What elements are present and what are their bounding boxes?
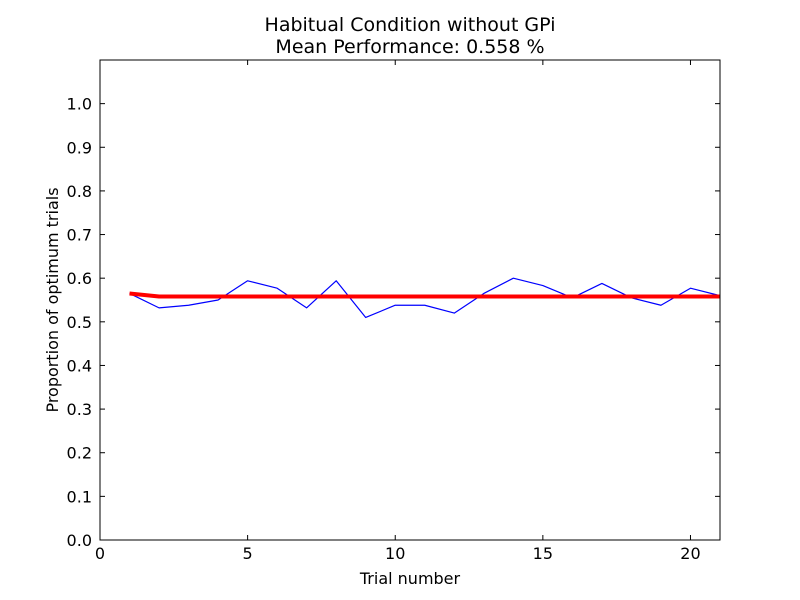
chart-subtitle: Mean Performance: 0.558 % (275, 36, 544, 58)
y-tick-label: 0.6 (67, 269, 92, 288)
x-axis-ticks: 0 5 10 15 20 (95, 60, 701, 563)
x-tick-label: 15 (533, 544, 553, 563)
y-tick-label: 0.8 (67, 182, 92, 201)
mean-performance-line (129, 291, 720, 299)
y-tick-label: 0.2 (67, 444, 92, 463)
x-tick-label: 10 (385, 544, 405, 563)
chart-title: Habitual Condition without GPi (265, 14, 556, 36)
x-tick-label: 0 (95, 544, 105, 563)
y-tick-label: 0.5 (67, 313, 92, 332)
y-tick-label: 0.1 (67, 487, 92, 506)
y-axis-label: Proportion of optimum trials (43, 187, 62, 412)
plot-series (129, 277, 720, 319)
x-tick-label: 20 (680, 544, 700, 563)
plot-frame (99, 59, 721, 541)
y-tick-label: 0.7 (67, 226, 92, 245)
x-tick-label: 5 (243, 544, 253, 563)
y-axis-ticks: 0.0 0.1 0.2 0.3 0.4 0.5 0.6 0.7 0.8 0.9 1.0 (67, 95, 720, 550)
y-tick-label: 0.0 (67, 531, 92, 550)
y-tick-label: 1.0 (67, 95, 92, 114)
y-tick-label: 0.3 (67, 400, 92, 419)
x-axis-label: Trial number (359, 569, 461, 588)
y-tick-label: 0.4 (67, 356, 92, 375)
y-tick-label: 0.9 (67, 138, 92, 157)
